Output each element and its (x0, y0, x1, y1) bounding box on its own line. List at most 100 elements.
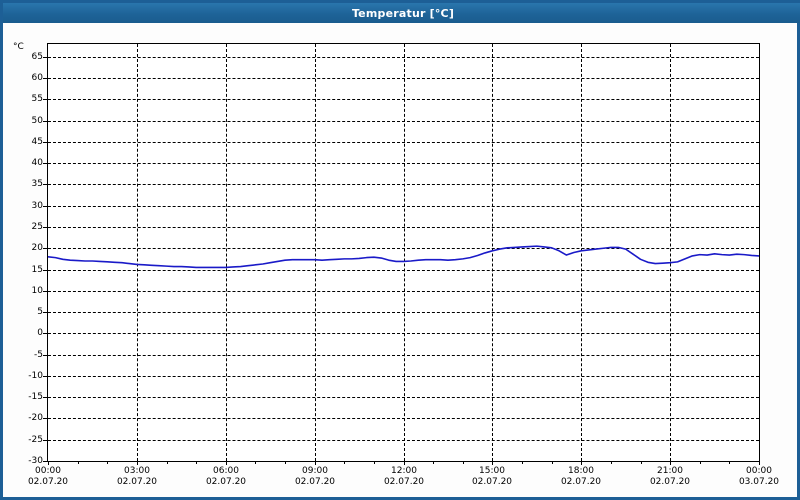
y-axis-tick-mark (43, 57, 47, 58)
gridline-horizontal (48, 248, 759, 249)
x-axis-minor-tick-mark (729, 461, 730, 464)
x-axis-minor-tick-mark (344, 461, 345, 464)
gridline-horizontal (48, 78, 759, 79)
gridline-horizontal (48, 333, 759, 334)
x-axis-tick-date: 02.07.20 (560, 477, 602, 487)
x-axis-tick-date: 02.07.20 (116, 477, 158, 487)
y-axis-tick-mark (43, 461, 47, 462)
gridline-vertical (581, 44, 582, 461)
x-axis-minor-tick-mark (700, 461, 701, 464)
gridline-horizontal (48, 163, 759, 164)
gridline-horizontal (48, 376, 759, 377)
gridline-horizontal (48, 270, 759, 271)
x-axis-minor-tick-mark (78, 461, 79, 464)
x-axis-tick-time: 15:00 (479, 466, 505, 476)
x-axis-tick-label: 03:00 02.07.20 (102, 466, 172, 488)
y-axis-tick-mark (43, 163, 47, 164)
y-axis-tick-mark (43, 270, 47, 271)
gridline-horizontal (48, 121, 759, 122)
x-axis-tick-label: 15:00 02.07.20 (457, 466, 527, 488)
gridline-horizontal (48, 440, 759, 441)
x-axis-minor-tick-mark (433, 461, 434, 464)
x-axis-minor-tick-mark (255, 461, 256, 464)
x-axis-tick-mark (226, 461, 227, 465)
y-axis-tick-mark (43, 355, 47, 356)
gridline-horizontal (48, 184, 759, 185)
x-axis-tick-label: 06:00 02.07.20 (191, 466, 261, 488)
x-axis-tick-time: 12:00 (391, 466, 417, 476)
x-axis-tick-label: 09:00 02.07.20 (280, 466, 350, 488)
gridline-vertical (137, 44, 138, 461)
x-axis-minor-tick-mark (641, 461, 642, 464)
y-axis-tick-label: 35 (31, 179, 43, 189)
x-axis-tick-mark (670, 461, 671, 465)
window-title: Temperatur [°C] (351, 6, 455, 20)
x-axis-tick-mark (492, 461, 493, 465)
x-axis-tick-label: 21:00 02.07.20 (635, 466, 705, 488)
y-axis-tick-label: 15 (31, 265, 43, 275)
gridline-horizontal (48, 206, 759, 207)
y-axis-tick-mark (43, 376, 47, 377)
x-axis-minor-tick-mark (552, 461, 553, 464)
y-axis-tick-label: -10 (28, 371, 43, 381)
x-axis-tick-mark (315, 461, 316, 465)
x-axis-minor-tick-mark (107, 461, 108, 464)
y-axis-tick-mark (43, 397, 47, 398)
y-axis-tick-label: 20 (31, 243, 43, 253)
x-axis-tick-date: 03.07.20 (738, 477, 780, 487)
x-axis-tick-date: 02.07.20 (649, 477, 691, 487)
y-axis-tick-mark (43, 440, 47, 441)
y-axis-tick-mark (43, 291, 47, 292)
y-axis-tick-label: 25 (31, 222, 43, 232)
x-axis-minor-tick-mark (611, 461, 612, 464)
gridline-vertical (226, 44, 227, 461)
y-axis-tick-label: -25 (28, 435, 43, 445)
y-axis-tick-mark (43, 78, 47, 79)
x-axis-tick-time: 09:00 (302, 466, 328, 476)
x-axis-tick-mark (759, 461, 760, 465)
x-axis-tick-mark (137, 461, 138, 465)
y-axis-tick-mark (43, 418, 47, 419)
y-axis-tick-mark (43, 248, 47, 249)
y-axis-tick-mark (43, 333, 47, 334)
chart-canvas: °C 65 60 55 50 45 40 35 30 25 20 15 10 5 0 -5 -10 -15 -20… (3, 23, 797, 497)
x-axis-minor-tick-mark (285, 461, 286, 464)
x-axis-minor-tick-mark (196, 461, 197, 464)
gridline-vertical (404, 44, 405, 461)
x-axis-tick-label: 18:00 02.07.20 (546, 466, 616, 488)
y-axis-tick-label: 50 (31, 116, 43, 126)
y-axis-tick-label: 45 (31, 137, 43, 147)
x-axis-tick-date: 02.07.20 (383, 477, 425, 487)
x-axis-tick-date: 02.07.20 (294, 477, 336, 487)
y-axis-tick-label: 0 (37, 328, 43, 338)
gridline-vertical (315, 44, 316, 461)
x-axis-tick-time: 00:00 (35, 466, 61, 476)
y-axis-tick-label: -20 (28, 413, 43, 423)
y-axis-tick-label: -30 (28, 456, 43, 466)
x-axis-tick-mark (404, 461, 405, 465)
gridline-horizontal (48, 142, 759, 143)
y-axis-tick-mark (43, 206, 47, 207)
x-axis-tick-mark (48, 461, 49, 465)
gridline-horizontal (48, 99, 759, 100)
temperature-series (48, 245, 759, 269)
x-axis-tick-time: 06:00 (213, 466, 239, 476)
x-axis-tick-mark (581, 461, 582, 465)
x-axis-tick-label: 00:00 03.07.20 (724, 466, 794, 488)
x-axis-tick-time: 21:00 (657, 466, 683, 476)
x-axis-minor-tick-mark (167, 461, 168, 464)
gridline-horizontal (48, 312, 759, 313)
y-axis-tick-label: 30 (31, 201, 43, 211)
x-axis-tick-time: 18:00 (568, 466, 594, 476)
y-axis-tick-mark (43, 184, 47, 185)
y-axis-tick-label: -15 (28, 392, 43, 402)
x-axis-tick-time: 03:00 (124, 466, 150, 476)
y-axis-tick-label: 60 (31, 73, 43, 83)
gridline-horizontal (48, 397, 759, 398)
y-axis-tick-label: 5 (37, 307, 43, 317)
gridline-horizontal (48, 418, 759, 419)
y-axis-tick-mark (43, 121, 47, 122)
plot-area (47, 43, 760, 462)
x-axis-tick-label: 00:00 02.07.20 (13, 466, 83, 488)
